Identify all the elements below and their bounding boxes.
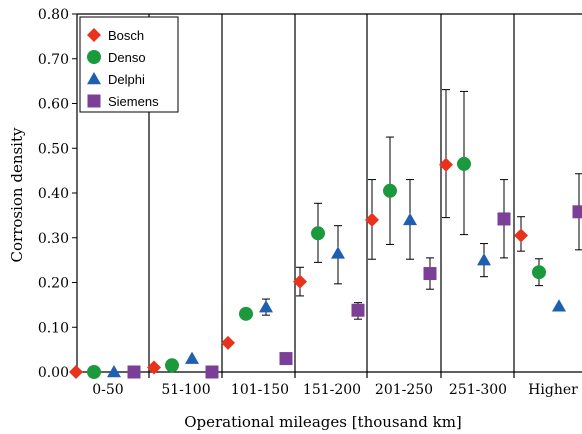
data-point [439, 157, 453, 172]
data-point [331, 246, 345, 259]
data-point [69, 365, 83, 379]
data-point [185, 351, 199, 364]
legend-label-delphi: Delphi [108, 72, 145, 87]
y-tick-label: 0.50 [38, 141, 69, 157]
data-point [497, 212, 511, 226]
x-tick-label: 101-150 [231, 382, 289, 398]
data-point [552, 299, 566, 312]
x-tick-label: 201-250 [375, 382, 433, 398]
error-bar [442, 89, 450, 219]
data-point [403, 212, 417, 226]
category-dividers [148, 14, 515, 378]
data-point [165, 358, 179, 373]
data-point [365, 212, 379, 227]
data-point [383, 183, 397, 198]
y-tick-label: 0.40 [38, 186, 69, 202]
data-point [351, 303, 365, 317]
y-tick-label: 0.20 [38, 276, 69, 292]
data-point [205, 365, 219, 379]
x-tick-label: 151-200 [303, 382, 361, 398]
y-tick-label: 0.70 [38, 52, 69, 68]
series-delphi [107, 179, 566, 378]
data-point [279, 352, 293, 366]
data-point [457, 156, 471, 171]
x-tick-label: 0-50 [92, 382, 123, 398]
x-axis: 0-50 51-100 101-150 151-200 201-250 251-300 Hi… [77, 371, 582, 398]
data-point [221, 335, 235, 350]
legend-label-siemens: Siemens [108, 94, 159, 109]
series-denso [87, 90, 546, 379]
data-point [572, 205, 582, 219]
y-tick-label: 0.10 [38, 320, 69, 336]
data-point [87, 365, 101, 379]
y-tick-label: 0.60 [38, 97, 69, 113]
legend-label-bosch: Bosch [108, 28, 144, 43]
data-point [107, 365, 121, 378]
y-tick-label: 0.80 [38, 7, 69, 23]
data-point [127, 365, 141, 379]
data-point [311, 226, 325, 241]
data-point [239, 306, 253, 321]
x-axis-label: Operational mileages [thousand km] [184, 413, 462, 431]
series-siemens [127, 173, 582, 379]
y-axis-label: Corrosion density [8, 127, 26, 262]
data-point [477, 253, 491, 266]
data-point [259, 300, 273, 313]
series-bosch [69, 89, 528, 379]
x-tick-label: Higher [528, 382, 578, 398]
legend-marker-denso [87, 50, 101, 64]
legend-label-denso: Denso [108, 50, 146, 65]
data-point [293, 274, 307, 289]
y-tick-label: 0.30 [38, 231, 69, 247]
legend-marker-delphi [87, 72, 101, 85]
data-point [147, 360, 161, 375]
legend-marker-bosch [87, 28, 101, 42]
x-tick-label: 51-100 [161, 382, 210, 398]
data-point [423, 267, 437, 281]
legend-marker-siemens [87, 94, 101, 108]
y-axis: 0.00 0.10 0.20 0.30 0.40 0.50 0.60 0.70 0.80 [38, 7, 582, 381]
x-tick-label: 251-300 [449, 382, 507, 398]
data-point [514, 228, 528, 243]
legend: Bosch Denso Delphi Siemens [79, 16, 179, 113]
data-marks [69, 89, 582, 379]
y-tick-label: 0.00 [38, 365, 69, 381]
data-point [532, 265, 546, 280]
